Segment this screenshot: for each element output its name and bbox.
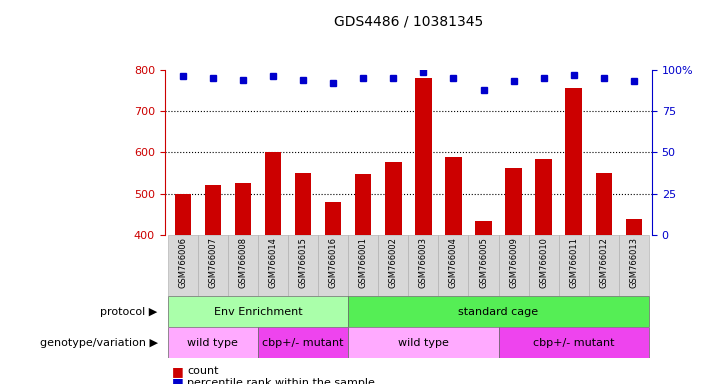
Text: GSM766003: GSM766003 [419, 237, 428, 288]
Bar [559, 235, 589, 296]
Bar [168, 296, 348, 327]
Text: GSM766004: GSM766004 [449, 237, 458, 288]
Text: GSM766016: GSM766016 [329, 237, 338, 288]
Text: GSM766009: GSM766009 [509, 237, 518, 288]
Text: ■: ■ [172, 365, 184, 378]
Bar [589, 235, 619, 296]
Text: GSM766014: GSM766014 [268, 237, 278, 288]
Text: cbp+/- mutant: cbp+/- mutant [533, 338, 615, 348]
Text: ■: ■ [172, 376, 184, 384]
Bar [258, 235, 288, 296]
Bar [355, 174, 372, 235]
Bar [348, 327, 498, 358]
Text: count: count [187, 366, 219, 376]
Bar [475, 220, 492, 235]
Text: wild type: wild type [398, 338, 449, 348]
Bar [536, 159, 552, 235]
Text: GSM766007: GSM766007 [208, 237, 217, 288]
Bar [325, 202, 341, 235]
Text: GSM766010: GSM766010 [539, 237, 548, 288]
Text: cbp+/- mutant: cbp+/- mutant [262, 338, 343, 348]
Text: genotype/variation ▶: genotype/variation ▶ [40, 338, 158, 348]
Text: GSM766013: GSM766013 [629, 237, 639, 288]
Bar [265, 152, 281, 235]
Bar [379, 235, 408, 296]
Bar [235, 184, 251, 235]
Bar [348, 235, 379, 296]
Text: GSM766012: GSM766012 [599, 237, 608, 288]
Text: GSM766001: GSM766001 [359, 237, 368, 288]
Bar [566, 88, 582, 235]
Bar [288, 235, 318, 296]
Bar [385, 162, 402, 235]
Text: GSM766006: GSM766006 [178, 237, 187, 288]
Bar [318, 235, 348, 296]
Text: standard cage: standard cage [458, 307, 538, 317]
Text: wild type: wild type [187, 338, 238, 348]
Bar [438, 235, 468, 296]
Bar [175, 194, 191, 235]
Text: Env Enrichment: Env Enrichment [214, 307, 302, 317]
Bar [596, 173, 612, 235]
Text: GSM766002: GSM766002 [389, 237, 397, 288]
Bar [529, 235, 559, 296]
Bar [198, 235, 228, 296]
Bar [415, 78, 432, 235]
Bar [205, 185, 221, 235]
Text: GSM766015: GSM766015 [299, 237, 308, 288]
Text: GSM766011: GSM766011 [569, 237, 578, 288]
Bar [348, 296, 649, 327]
Bar [295, 173, 311, 235]
Text: percentile rank within the sample: percentile rank within the sample [187, 378, 375, 384]
Bar [498, 235, 529, 296]
Bar [505, 168, 522, 235]
Bar [498, 327, 649, 358]
Bar [168, 327, 258, 358]
Text: GSM766008: GSM766008 [238, 237, 247, 288]
Text: GSM766005: GSM766005 [479, 237, 488, 288]
Bar [468, 235, 498, 296]
Bar [408, 235, 438, 296]
Bar [445, 157, 462, 235]
Bar [168, 235, 198, 296]
Text: GDS4486 / 10381345: GDS4486 / 10381345 [334, 15, 483, 29]
Bar [258, 327, 348, 358]
Bar [625, 219, 642, 235]
Bar [228, 235, 258, 296]
Text: protocol ▶: protocol ▶ [100, 307, 158, 317]
Bar [619, 235, 649, 296]
